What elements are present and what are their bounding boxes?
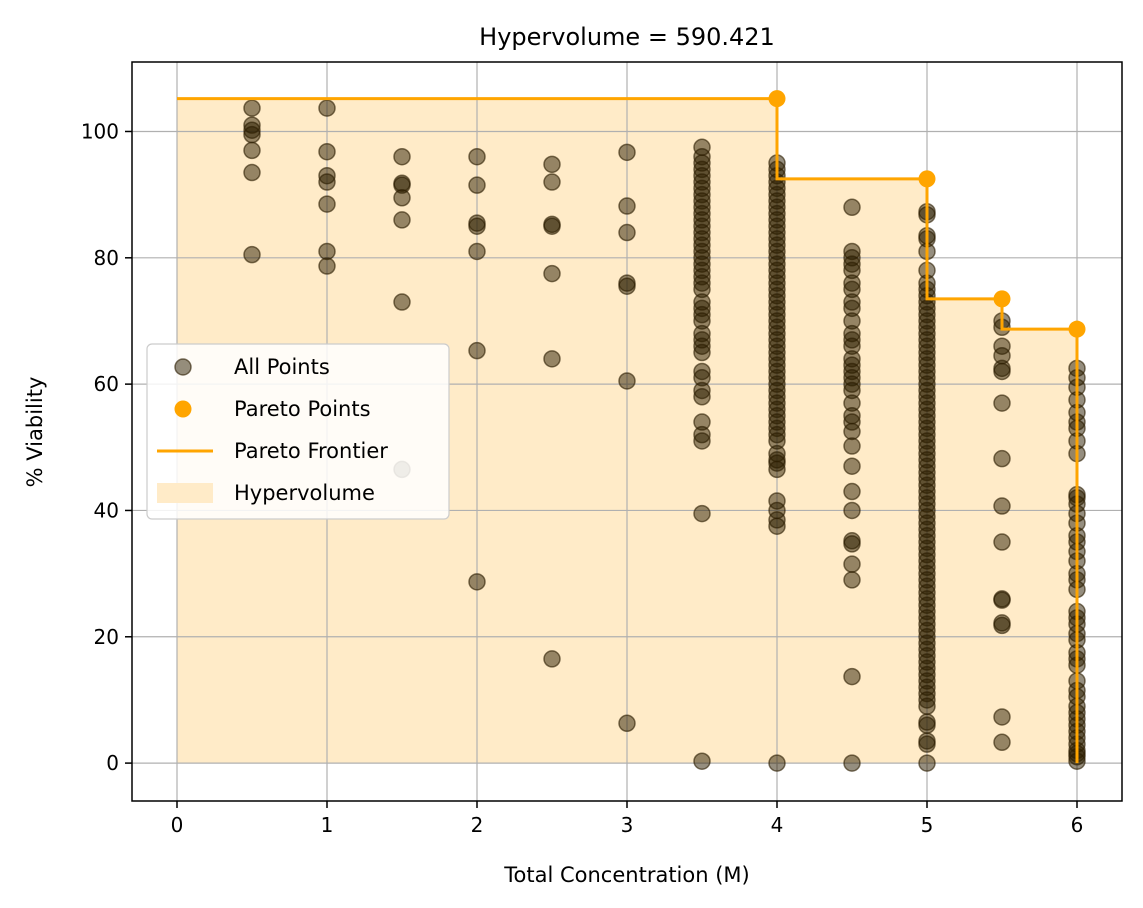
data-point (618, 714, 636, 733)
data-point (768, 754, 786, 772)
data-point (693, 504, 711, 523)
x-tick-label: 6 (1071, 813, 1084, 837)
y-tick-label: 100 (81, 119, 119, 143)
pareto-point (768, 90, 786, 108)
y-axis-label: % Viability (23, 377, 47, 488)
data-point (993, 362, 1011, 381)
data-point (468, 176, 486, 194)
data-point (543, 173, 561, 191)
data-point (618, 197, 636, 215)
x-tick-label: 1 (321, 813, 334, 837)
data-point (843, 501, 861, 520)
data-point (393, 211, 411, 229)
data-point (843, 535, 861, 553)
y-tick-label: 60 (94, 372, 119, 396)
data-point (693, 388, 711, 406)
x-tick-label: 5 (921, 813, 934, 837)
y-tick-label: 20 (94, 625, 119, 649)
data-point (993, 449, 1011, 468)
data-point (693, 752, 711, 770)
data-point (843, 437, 861, 455)
data-point (468, 341, 486, 360)
legend-marker-pareto-points (174, 400, 192, 418)
data-point (318, 173, 336, 191)
data-point (693, 432, 711, 450)
data-point (468, 217, 486, 235)
data-point (543, 155, 561, 174)
data-point (843, 457, 861, 475)
data-point (843, 754, 861, 772)
data-point (918, 735, 936, 753)
legend-label: All Points (234, 355, 330, 379)
chart-title: Hypervolume = 590.421 (479, 23, 775, 51)
data-point (693, 343, 711, 362)
data-point (918, 754, 936, 772)
data-point (618, 372, 636, 390)
legend-label: Pareto Points (234, 397, 371, 421)
data-point (543, 650, 561, 668)
x-tick-label: 3 (621, 813, 634, 837)
data-point (918, 697, 936, 716)
data-point (543, 350, 561, 368)
x-tick-label: 2 (471, 813, 484, 837)
data-point (318, 195, 336, 213)
data-point (318, 99, 336, 117)
data-point (243, 125, 261, 144)
pareto-point (993, 290, 1011, 308)
legend-marker-hypervolume (157, 483, 213, 503)
y-tick-label: 40 (94, 498, 119, 522)
data-point (993, 708, 1011, 726)
data-point (993, 497, 1011, 515)
data-point (618, 143, 636, 162)
data-point (393, 293, 411, 311)
y-tick-label: 0 (106, 751, 119, 775)
data-point (243, 141, 261, 160)
data-point (768, 460, 786, 479)
y-tick-label: 80 (94, 246, 119, 270)
data-point (318, 142, 336, 161)
pareto-frontier-line (177, 97, 1079, 764)
data-point (243, 99, 261, 117)
data-point (318, 257, 336, 275)
data-point (843, 482, 861, 501)
data-point (993, 533, 1011, 551)
data-point (843, 571, 861, 589)
x-tick-label: 0 (171, 813, 184, 837)
data-point (243, 163, 261, 182)
data-point (843, 198, 861, 217)
data-point (843, 667, 861, 686)
data-point (468, 242, 486, 261)
pareto-point (918, 170, 936, 188)
data-point (243, 245, 261, 264)
data-point (393, 189, 411, 207)
data-point (918, 716, 936, 734)
data-point (618, 277, 636, 295)
x-tick-label: 4 (771, 813, 784, 837)
legend: All Points Pareto Points Pareto Frontier Hy… (146, 343, 450, 520)
legend-label: Hypervolume (234, 481, 375, 505)
legend-marker-all-points (174, 358, 192, 376)
data-point (543, 217, 561, 235)
data-point (993, 733, 1011, 752)
data-point (468, 147, 486, 166)
x-axis-label: Total Concentration (M) (503, 863, 749, 887)
legend-box (146, 343, 450, 520)
data-point (843, 555, 861, 573)
pareto-point (1068, 320, 1086, 338)
data-point (543, 264, 561, 283)
legend-label: Pareto Frontier (234, 439, 388, 463)
data-point (768, 517, 786, 535)
data-point (468, 573, 486, 591)
data-point (618, 223, 636, 242)
data-point (993, 394, 1011, 412)
data-point (318, 242, 336, 261)
data-point (993, 591, 1011, 609)
data-point (993, 616, 1011, 635)
data-point (393, 147, 411, 166)
data-point (843, 422, 861, 441)
